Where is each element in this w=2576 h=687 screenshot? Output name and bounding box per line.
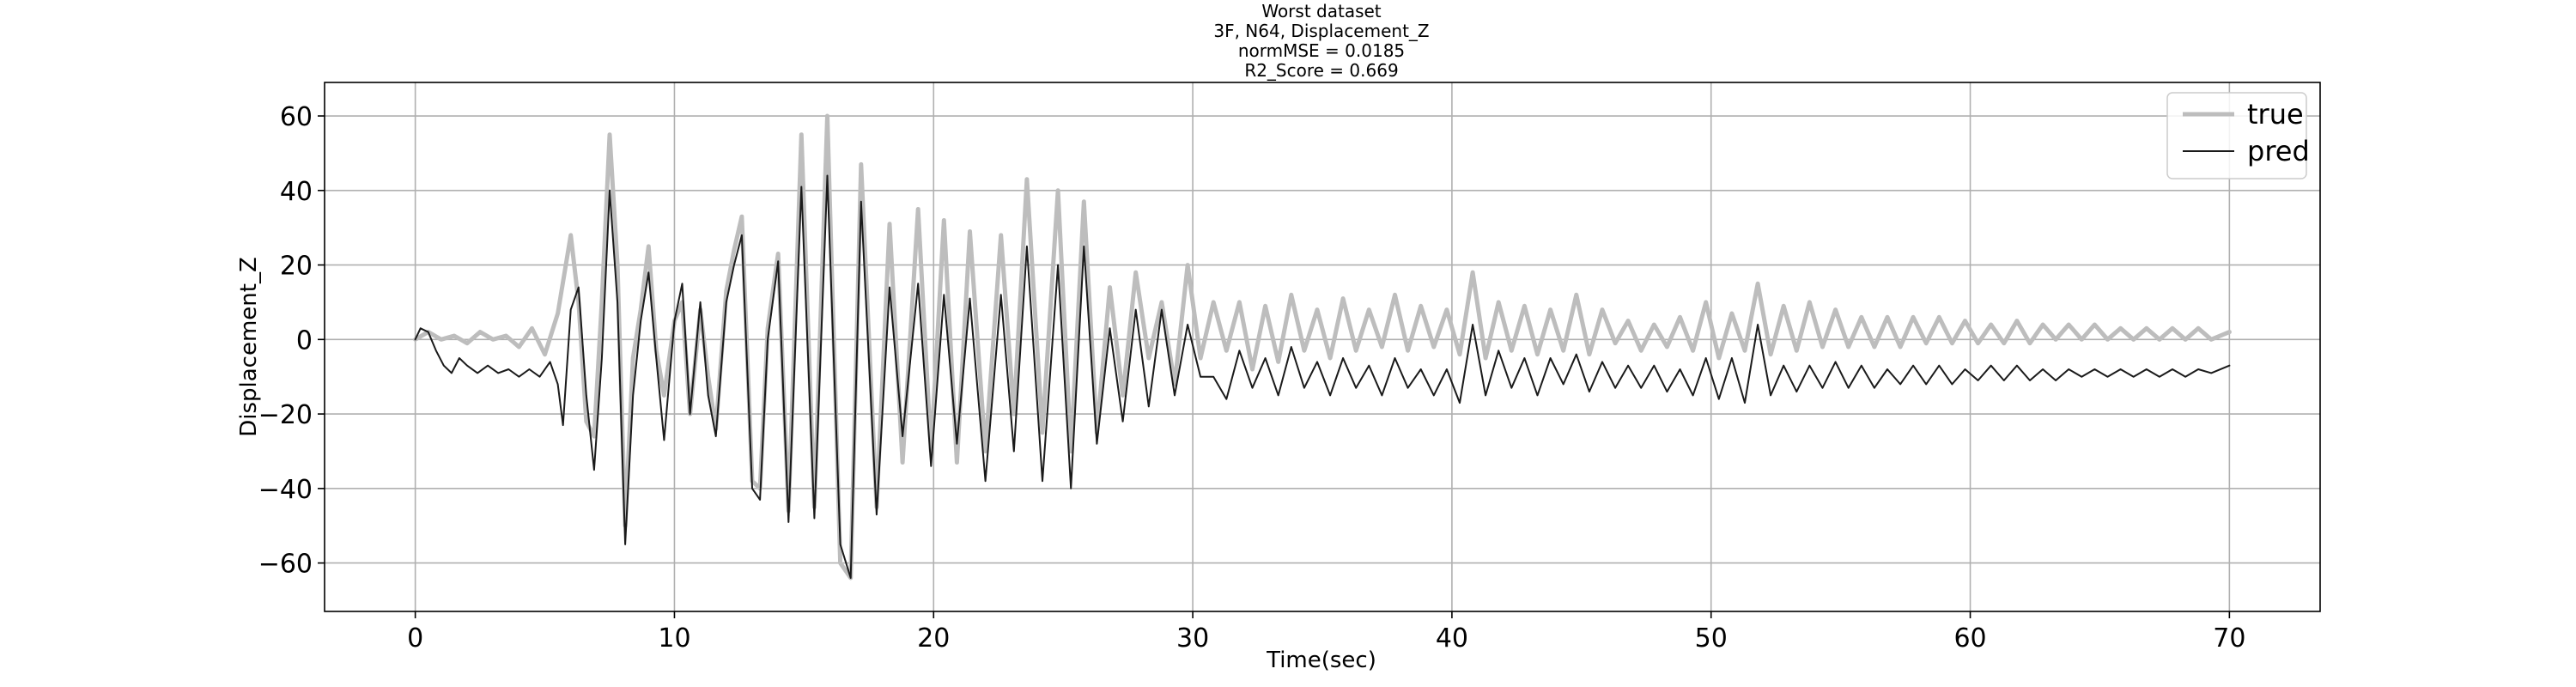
x-tick-label: 40 <box>1436 623 1468 654</box>
series-line-pred <box>414 174 2231 579</box>
x-axis-label: Time(sec) <box>1266 647 1376 673</box>
y-tick-label: −20 <box>258 400 313 430</box>
grid-lines <box>325 82 2320 611</box>
title-line-2: 3F, N64, Displacement_Z <box>1213 21 1429 41</box>
series-layer <box>413 113 2232 581</box>
title-line-3: normMSE = 0.0185 <box>1238 40 1405 61</box>
y-tick-label: 60 <box>280 102 313 132</box>
axis-ticks: 0 10 20 30 40 50 60 70 −60 −40 −20 0 20 40 60 <box>258 102 2246 654</box>
y-tick-label: 0 <box>296 325 313 356</box>
title-line-4: R2_Score = 0.669 <box>1244 60 1398 81</box>
chart-title: Worst dataset 3F, N64, Displacement_Z no… <box>1213 1 1429 81</box>
series-line-true <box>413 113 2232 581</box>
plot-frame <box>324 82 2321 612</box>
x-tick-label: 60 <box>1953 623 1986 654</box>
x-tick-label: 70 <box>2213 623 2245 654</box>
y-tick-label: 20 <box>280 252 313 282</box>
x-tick-label: 20 <box>917 623 950 654</box>
y-tick-label: −60 <box>258 550 313 580</box>
x-tick-label: 30 <box>1176 623 1209 654</box>
legend: true pred <box>2166 92 2310 179</box>
y-axis-label: Displacement_Z <box>236 257 262 437</box>
y-tick-label: −40 <box>258 475 313 505</box>
x-tick-label: 10 <box>658 623 690 654</box>
x-tick-label: 50 <box>1695 623 1728 654</box>
x-tick-label: 0 <box>407 623 423 654</box>
title-line-1: Worst dataset <box>1261 1 1381 21</box>
y-tick-label: 40 <box>280 177 313 207</box>
legend-label-pred: pred <box>2247 135 2310 167</box>
legend-label-true: true <box>2247 98 2304 131</box>
